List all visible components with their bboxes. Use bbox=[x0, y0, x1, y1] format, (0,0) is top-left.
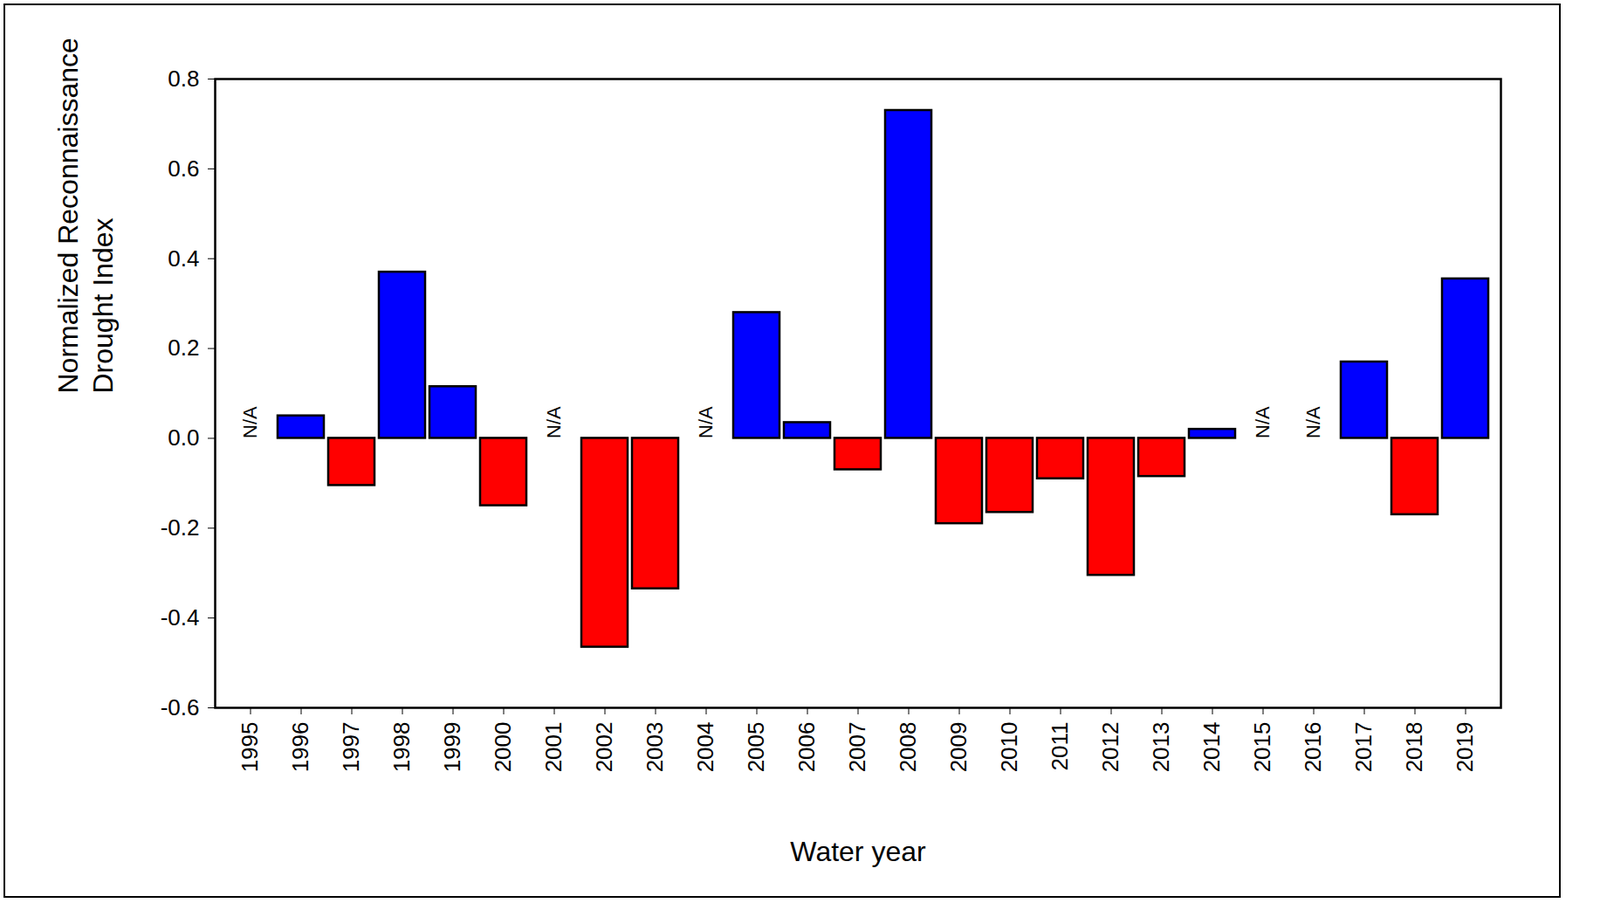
svg-text:2008: 2008 bbox=[894, 721, 921, 773]
svg-text:N/A: N/A bbox=[542, 405, 565, 439]
svg-text:2019: 2019 bbox=[1451, 721, 1478, 773]
svg-text:2011: 2011 bbox=[1046, 721, 1073, 771]
svg-text:Normalized ReconnaissanceDroug: Normalized ReconnaissanceDrought Index bbox=[52, 37, 119, 393]
svg-text:2017: 2017 bbox=[1350, 721, 1377, 773]
svg-text:-0.4: -0.4 bbox=[160, 604, 200, 631]
svg-text:2006: 2006 bbox=[793, 721, 820, 773]
svg-text:2010: 2010 bbox=[995, 721, 1023, 773]
svg-text:2009: 2009 bbox=[945, 721, 972, 773]
svg-text:2018: 2018 bbox=[1400, 721, 1428, 773]
svg-text:N/A: N/A bbox=[239, 405, 261, 439]
svg-text:2005: 2005 bbox=[742, 721, 770, 773]
svg-text:2001: 2001 bbox=[540, 721, 567, 773]
svg-text:1998: 1998 bbox=[388, 721, 415, 773]
svg-text:1995: 1995 bbox=[236, 721, 263, 773]
svg-text:0.0: 0.0 bbox=[167, 424, 200, 451]
svg-text:2003: 2003 bbox=[641, 721, 668, 773]
svg-text:2012: 2012 bbox=[1097, 721, 1124, 773]
svg-text:1997: 1997 bbox=[337, 721, 364, 773]
svg-text:2013: 2013 bbox=[1147, 721, 1175, 773]
svg-text:N/A: N/A bbox=[694, 405, 717, 439]
svg-text:-0.2: -0.2 bbox=[160, 514, 200, 541]
svg-text:0.8: 0.8 bbox=[167, 65, 200, 92]
svg-text:2015: 2015 bbox=[1249, 721, 1276, 773]
svg-text:N/A: N/A bbox=[1302, 405, 1325, 439]
svg-text:2014: 2014 bbox=[1198, 721, 1225, 773]
svg-text:2000: 2000 bbox=[489, 721, 516, 773]
svg-text:2004: 2004 bbox=[692, 721, 719, 773]
svg-text:1996: 1996 bbox=[287, 721, 314, 773]
svg-text:Water year: Water year bbox=[789, 835, 927, 867]
svg-text:2016: 2016 bbox=[1299, 721, 1326, 773]
svg-text:0.6: 0.6 bbox=[167, 155, 200, 182]
svg-text:0.2: 0.2 bbox=[167, 334, 200, 361]
svg-text:1999: 1999 bbox=[439, 721, 466, 773]
svg-text:2002: 2002 bbox=[590, 721, 618, 773]
svg-text:-0.6: -0.6 bbox=[160, 693, 200, 721]
svg-text:N/A: N/A bbox=[1251, 405, 1274, 439]
svg-text:2007: 2007 bbox=[844, 721, 871, 773]
svg-text:0.4: 0.4 bbox=[167, 245, 200, 272]
